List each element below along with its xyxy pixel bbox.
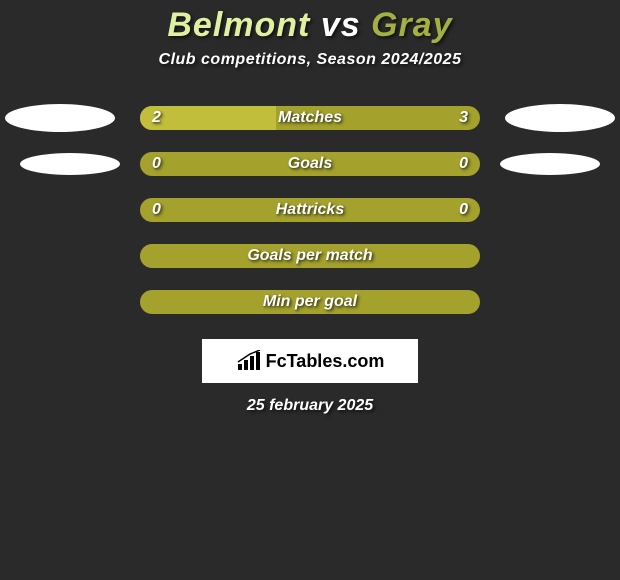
stat-row: Goals per match bbox=[0, 233, 620, 279]
stat-bar: Goals per match bbox=[140, 244, 480, 268]
stat-bar: 2 Matches 3 bbox=[140, 106, 480, 130]
stat-bar: 0 Hattricks 0 bbox=[140, 198, 480, 222]
stat-bar: Min per goal bbox=[140, 290, 480, 314]
stat-left-value: 0 bbox=[152, 155, 161, 173]
title: Belmont vs Gray bbox=[0, 0, 620, 51]
stat-label: Hattricks bbox=[140, 201, 480, 219]
attribution-inner: FcTables.com bbox=[236, 350, 385, 372]
stat-right-value: 3 bbox=[459, 109, 468, 127]
stat-left-value: 2 bbox=[152, 109, 161, 127]
attribution-badge: FcTables.com bbox=[202, 339, 418, 383]
stat-row: Min per goal bbox=[0, 279, 620, 325]
stat-label: Goals bbox=[140, 155, 480, 173]
stat-row: 0 Hattricks 0 bbox=[0, 187, 620, 233]
player-a-marker bbox=[20, 153, 120, 175]
stat-right-value: 0 bbox=[459, 155, 468, 173]
player-b-marker bbox=[505, 104, 615, 132]
stat-right-value: 0 bbox=[459, 201, 468, 219]
stat-row: 2 Matches 3 bbox=[0, 95, 620, 141]
comparison-infographic: Belmont vs Gray Club competitions, Seaso… bbox=[0, 0, 620, 415]
stat-label: Goals per match bbox=[140, 247, 480, 265]
player-a-marker bbox=[5, 104, 115, 132]
stat-row: 0 Goals 0 bbox=[0, 141, 620, 187]
subtitle: Club competitions, Season 2024/2025 bbox=[0, 51, 620, 95]
date-text: 25 february 2025 bbox=[0, 383, 620, 415]
title-vs: vs bbox=[321, 6, 361, 44]
title-player-a: Belmont bbox=[167, 6, 310, 44]
stat-bar: 0 Goals 0 bbox=[140, 152, 480, 176]
barchart-icon bbox=[236, 350, 262, 372]
player-b-marker bbox=[500, 153, 600, 175]
stat-label: Min per goal bbox=[140, 293, 480, 311]
attribution-text: FcTables.com bbox=[266, 351, 385, 372]
stat-left-value: 0 bbox=[152, 201, 161, 219]
title-player-b: Gray bbox=[371, 6, 453, 44]
